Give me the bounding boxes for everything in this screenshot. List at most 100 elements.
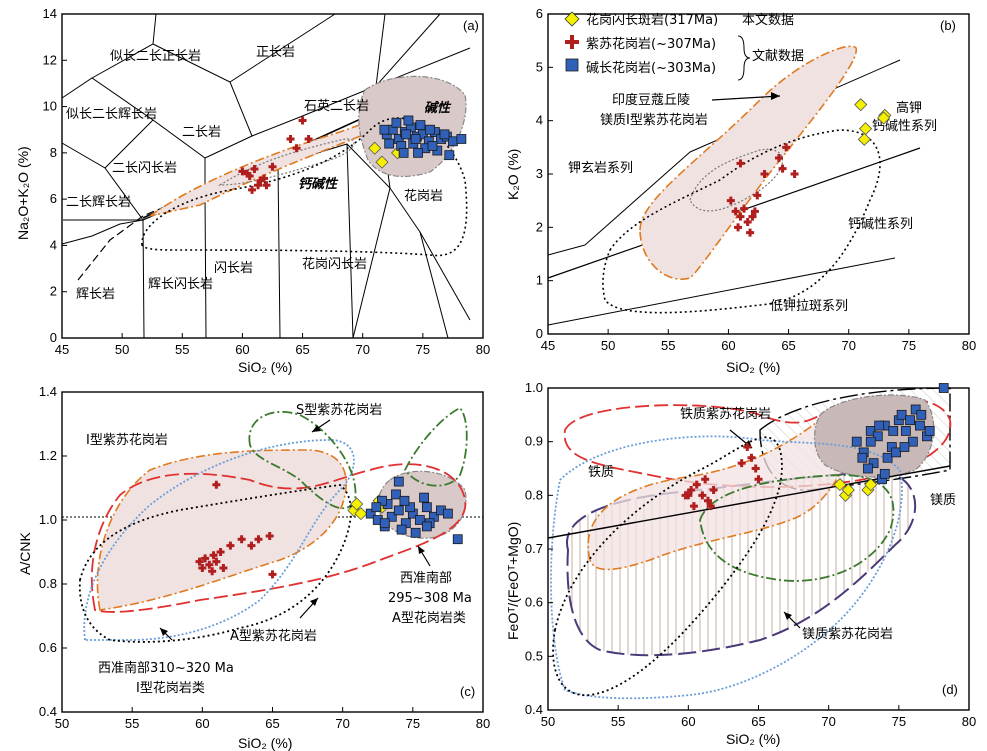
square-point: [872, 431, 883, 442]
field-label: 二长闪长岩: [112, 161, 177, 176]
y-tick-label: 0: [50, 330, 57, 345]
field-label: 钾玄岩系列: [568, 161, 633, 176]
square-point: [410, 134, 421, 144]
x-tick-label: 55: [175, 342, 189, 357]
y-tick-label: 4: [50, 237, 57, 252]
square-point: [393, 476, 404, 487]
x-axis-label: SiO₂ (%): [726, 731, 780, 747]
panel-d-label: (d): [942, 682, 958, 697]
diamond-point: [833, 478, 847, 492]
y-tick-label: 1: [536, 273, 543, 288]
cross-point: [198, 564, 207, 572]
field-label: 钙碱性: [298, 176, 339, 192]
x-tick-label: 60: [721, 338, 735, 353]
diamond-point: [354, 507, 368, 521]
square-point: [914, 420, 925, 431]
cross-point: [706, 502, 715, 511]
annotation: 印度豆蔻丘陵: [612, 92, 690, 108]
square-point: [899, 442, 910, 452]
field-label: 二长岩: [182, 125, 221, 140]
legend-square-icon: [565, 58, 579, 72]
x-tick-label: 50: [115, 342, 129, 357]
y-tick-label: 0.6: [525, 595, 543, 610]
annotation: A型花岗岩类: [392, 610, 466, 626]
square-point: [851, 436, 862, 447]
square-point: [398, 147, 409, 158]
square-point: [910, 404, 921, 415]
y-tick-label: 0.8: [39, 576, 57, 591]
panel-d: 50 55 60 65 70 75 800.40.50.60.70.80.91.0 (d) …: [505, 380, 976, 747]
cross-point: [743, 443, 752, 452]
square-point: [421, 502, 432, 513]
y-tick-label: 6: [50, 191, 57, 206]
square-point: [399, 495, 410, 506]
annotation: I型花岗岩类: [136, 680, 205, 696]
square-point: [384, 138, 395, 149]
cross-point: [205, 560, 214, 569]
cross-point: [748, 212, 757, 221]
cross-point: [262, 181, 271, 190]
x-tick-label: 80: [962, 338, 976, 353]
square-point: [401, 129, 411, 140]
cross-point: [216, 548, 225, 556]
cross-point: [209, 551, 218, 560]
square-point: [938, 383, 949, 393]
y-tick-label: 6: [536, 6, 543, 21]
panel-c: 50 55 60 65 70 75 80 0.4 0.6 0.8 1.0 1.2 1.4 (c) I型紫…: [17, 384, 490, 751]
square-point: [419, 492, 429, 503]
legend: 花岗闪长斑岩(317Ma) 本文数据 紫苏花岗岩(~307Ma) 碱长花岗岩(~…: [564, 11, 804, 81]
y-axis-label: A/CNK: [17, 532, 33, 575]
cross-point: [790, 170, 799, 178]
diamond-point: [350, 497, 364, 511]
square-point: [452, 534, 463, 545]
square-point: [882, 452, 893, 463]
legend-label: 紫苏花岗岩(~307Ma): [586, 36, 716, 52]
square-point: [879, 468, 890, 479]
square-point: [405, 502, 415, 513]
cross-point: [736, 159, 745, 168]
cross-point: [701, 475, 710, 484]
annotation: 西准南部: [400, 570, 452, 586]
square-point: [365, 508, 376, 519]
diamond-point: [858, 122, 873, 136]
y-tick-label: 1.0: [39, 512, 57, 527]
y-tick-label: 14: [43, 6, 57, 21]
square-point: [421, 521, 432, 532]
square-point: [391, 489, 401, 500]
square-point: [891, 447, 901, 458]
cross-point: [286, 134, 295, 143]
square-point: [900, 426, 911, 436]
square-point: [444, 150, 455, 161]
y-tick-label: 0.4: [39, 704, 57, 719]
legend-diamond-icon: [564, 11, 580, 27]
y-tick-label: 0.8: [525, 487, 543, 502]
y-axis-label: FeOᵀ/(FeOᵀ+MgO): [505, 522, 521, 640]
square-point: [456, 134, 467, 144]
y-tick-label: 2: [50, 284, 57, 299]
cross-point: [254, 535, 263, 544]
square-point: [924, 426, 935, 436]
x-tick-label: 75: [892, 714, 906, 729]
annotation: 西准南部310~320 Ma: [98, 660, 234, 676]
y-tick-label: 1.2: [39, 448, 57, 463]
cross-point: [238, 167, 247, 176]
y-tick-label: 0.9: [525, 434, 543, 449]
x-tick-label: 50: [55, 716, 69, 731]
cross-point: [740, 204, 749, 213]
field-label: 二长辉长岩: [66, 195, 131, 210]
y-tick-label: 0: [536, 326, 543, 341]
square-point: [377, 495, 387, 506]
cross-point: [782, 143, 791, 152]
diamond-point: [854, 98, 868, 112]
square-point: [403, 115, 414, 126]
y-tick-label: 3: [536, 166, 543, 181]
field-label: 铁质紫苏花岗岩: [680, 406, 771, 422]
field-label: 高钾: [896, 100, 922, 116]
square-point: [379, 518, 390, 529]
cross-point: [709, 485, 718, 494]
y-tick-label: 12: [43, 52, 57, 67]
diamond-point: [857, 132, 871, 146]
cross-point: [750, 207, 759, 216]
